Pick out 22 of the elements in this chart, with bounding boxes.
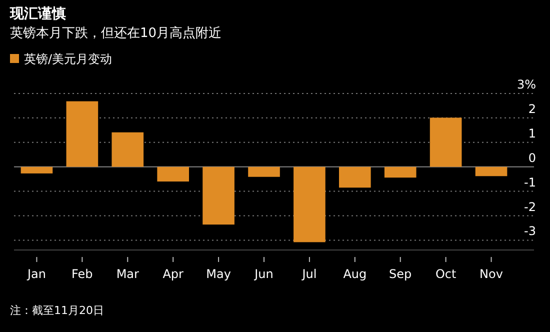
x-tick-label: Jan bbox=[26, 267, 46, 281]
y-tick-label: -2 bbox=[524, 200, 536, 214]
x-tick-label: Jun bbox=[254, 267, 274, 281]
legend-label: 英镑/美元月变动 bbox=[24, 52, 112, 66]
x-tick-label: Nov bbox=[480, 267, 503, 281]
x-tick-label: Sep bbox=[389, 267, 412, 281]
y-tick-label: -1 bbox=[524, 175, 536, 190]
y-tick-label: 0 bbox=[528, 150, 536, 165]
y-tick-label: 2 bbox=[528, 102, 536, 116]
chart-title: 现汇谨慎 bbox=[9, 6, 66, 22]
x-tick-label: May bbox=[206, 267, 231, 281]
y-tick-label: -3 bbox=[524, 224, 536, 238]
chart-subtitle: 英镑本月下跌，但还在10月高点附近 bbox=[10, 25, 222, 41]
x-tick-label: Oct bbox=[435, 267, 456, 281]
text: 注：截至11月20日 bbox=[10, 304, 104, 317]
y-tick-label: 3% bbox=[516, 77, 536, 92]
x-tick-label: Apr bbox=[162, 267, 184, 281]
x-tick-label: Mar bbox=[116, 267, 140, 281]
y-tick-label: 1 bbox=[528, 126, 536, 140]
x-tick-label: Aug bbox=[343, 267, 367, 281]
x-tick-label: Jul bbox=[301, 267, 317, 281]
x-tick-label: Feb bbox=[72, 267, 93, 281]
